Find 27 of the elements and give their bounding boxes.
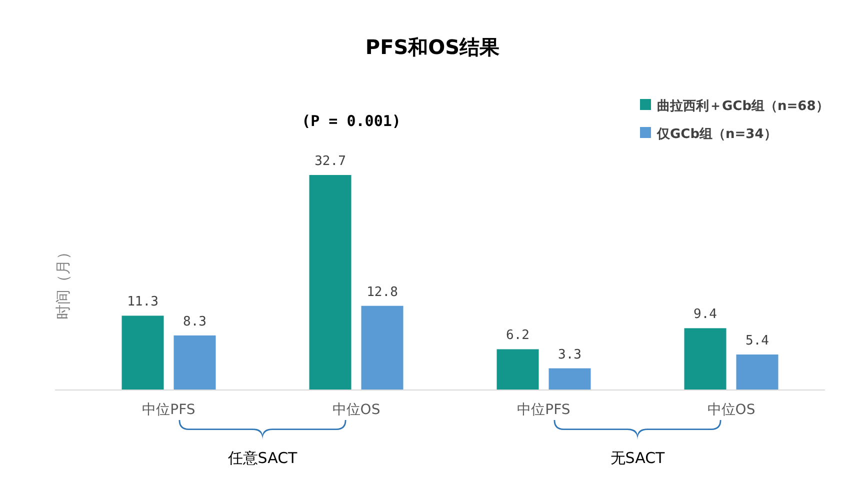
bar [122, 316, 164, 390]
chart-title: PFS和OS结果 [365, 35, 501, 59]
x-tick-label: 中位OS [707, 402, 756, 418]
data-label: 6.2 [506, 328, 530, 344]
bar [361, 306, 404, 390]
data-label: 8.3 [183, 314, 206, 330]
data-label: 3.3 [558, 347, 582, 362]
data-label: 9.4 [694, 307, 718, 322]
text: (P = 0.001) [302, 112, 401, 130]
text: 任意SACT [226, 449, 298, 467]
data-label: 5.4 [746, 333, 770, 348]
data-label: 11.3 [127, 294, 158, 310]
x-tick-label: 中位PFS [142, 402, 196, 418]
y-axis-title: 时间（月） [54, 244, 72, 320]
bar [309, 175, 352, 390]
text: 无SACT [610, 449, 666, 467]
bar [548, 368, 591, 390]
data-label: 12.8 [366, 284, 398, 300]
bar [174, 335, 216, 390]
bar [496, 349, 539, 390]
x-tick-label: 中位OS [332, 402, 380, 418]
legend-label: 仅GCb组（n=34） [656, 127, 777, 142]
x-tick-label: 中位PFS [517, 402, 570, 418]
bar [736, 354, 778, 390]
legend-label: 曲拉西利＋GCb组（n=68） [657, 98, 829, 114]
bar [684, 328, 726, 390]
data-label: 32.7 [314, 154, 346, 169]
